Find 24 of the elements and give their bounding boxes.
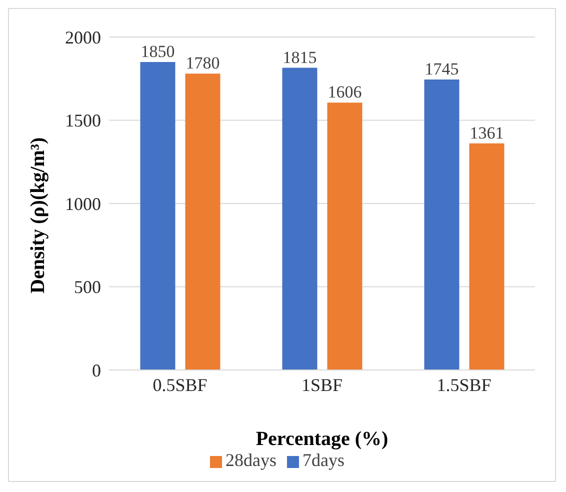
data-label: 1815 [282, 48, 317, 67]
y-tick-label: 0 [92, 360, 101, 380]
bar [327, 102, 362, 370]
legend-label: 28days [226, 450, 276, 470]
data-label: 1850 [140, 42, 175, 61]
data-label: 1780 [186, 54, 220, 73]
bar [424, 79, 460, 370]
y-tick-label: 1500 [65, 110, 101, 131]
y-axis-title: Density (ρ)(kg/m³) [27, 137, 50, 294]
bar [185, 74, 220, 370]
bar [469, 143, 504, 370]
y-tick-label: 2000 [65, 27, 101, 48]
y-tick-label: 500 [74, 277, 101, 298]
data-label: 1606 [328, 82, 362, 102]
legend-label: 7days [302, 450, 344, 470]
x-tick-label: 1SBF [301, 374, 343, 395]
x-tick-label: 1.5SBF [436, 374, 492, 395]
bar [282, 68, 318, 370]
bar [140, 62, 176, 370]
y-tick-label: 1000 [65, 194, 101, 214]
x-tick-label: 0.5SBF [152, 374, 208, 395]
data-label: 1361 [470, 123, 504, 142]
data-label: 1745 [424, 59, 459, 78]
x-axis-title: Percentage (%) [256, 428, 388, 450]
